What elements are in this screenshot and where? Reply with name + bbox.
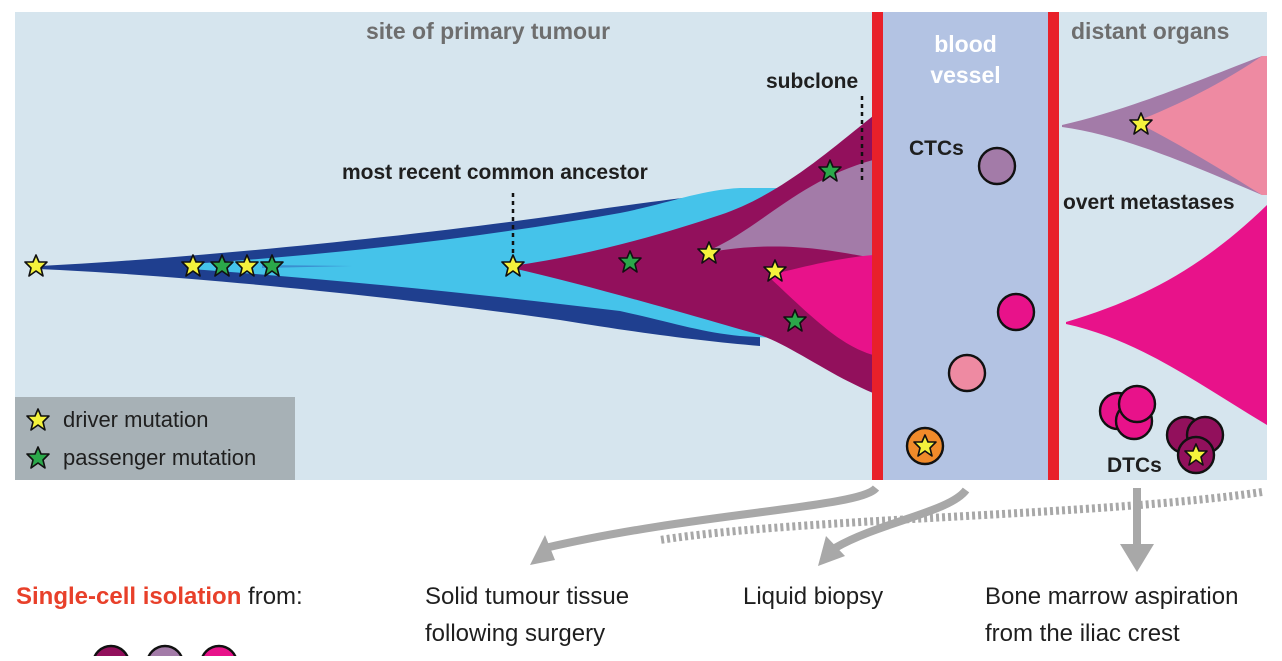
source-solid-tumour: Solid tumour tissue following surgery <box>425 578 629 652</box>
clone-dark-purple <box>512 116 873 393</box>
source-bone-marrow-line1: Bone marrow aspiration <box>985 583 1239 610</box>
arrow-distant-dotted <box>659 488 1263 544</box>
ctc-cell-magenta <box>996 292 1036 332</box>
vessel-wall-right <box>1048 12 1059 480</box>
sampling-arrows <box>544 484 1263 552</box>
subclone-light-purple <box>710 160 873 258</box>
source-liquid-biopsy: Liquid biopsy <box>743 578 883 615</box>
source-solid-tumour-line1: Solid tumour tissue <box>425 583 630 610</box>
blood-vessel-region <box>876 12 1056 480</box>
circulating-tumour-cells <box>905 146 1036 466</box>
thin-line-clone <box>262 265 352 268</box>
sample-cells <box>92 644 238 661</box>
vessel-wall-left <box>872 12 883 480</box>
source-solid-tumour-line2: following surgery <box>425 620 606 647</box>
overt-metastases-label: overt metastases <box>1063 191 1235 214</box>
legend-passenger-label: passenger mutation <box>63 445 257 470</box>
arrow-liquid-biopsy <box>833 487 970 552</box>
isolation-heading: Single-cell isolation from: <box>16 578 303 615</box>
dtc-cell-magenta <box>1117 384 1157 424</box>
clonal-evolution-plot <box>38 116 873 393</box>
arrow-heads <box>530 535 1154 572</box>
subclone-label: subclone <box>766 70 859 93</box>
isolation-heading-highlight: Single-cell isolation <box>16 583 242 610</box>
ctcs-label: CTCs <box>909 137 964 160</box>
sample-cell-dark-purple <box>92 644 130 661</box>
metastasis-pink <box>1140 56 1267 195</box>
legend-box <box>15 397 295 480</box>
arrow-head-bone-marrow <box>1120 544 1154 572</box>
source-liquid-biopsy-line1: Liquid biopsy <box>743 583 884 610</box>
source-bone-marrow-line2: from the iliac crest <box>985 620 1180 647</box>
arrow-head-liquid-biopsy <box>818 536 845 566</box>
sample-cell-magenta <box>200 644 238 661</box>
source-bone-marrow: Bone marrow aspiration from the iliac cr… <box>985 578 1238 652</box>
subclone-magenta <box>770 255 873 355</box>
ctc-cell-pink <box>947 353 987 393</box>
sample-cell-light-purple <box>146 644 184 661</box>
isolation-heading-rest: from: <box>241 583 303 610</box>
mrca-label: most recent common ancestor <box>342 161 648 184</box>
metastasis-magenta <box>1066 205 1267 425</box>
blood-vessel-title: blood vessel <box>883 29 1048 91</box>
distant-organs-title: distant organs <box>1071 18 1230 44</box>
dtcs-label: DTCs <box>1107 454 1162 477</box>
legend-driver-label: driver mutation <box>63 407 209 432</box>
legend <box>15 397 295 480</box>
blood-vessel-title-line2: vessel <box>930 62 1001 88</box>
arrow-surgery <box>544 484 880 552</box>
primary-site-title: site of primary tumour <box>366 18 611 44</box>
arrow-head-surgery <box>530 535 555 565</box>
blood-vessel-title-line1: blood <box>934 31 997 57</box>
ctc-cell-light-purple <box>977 146 1017 186</box>
